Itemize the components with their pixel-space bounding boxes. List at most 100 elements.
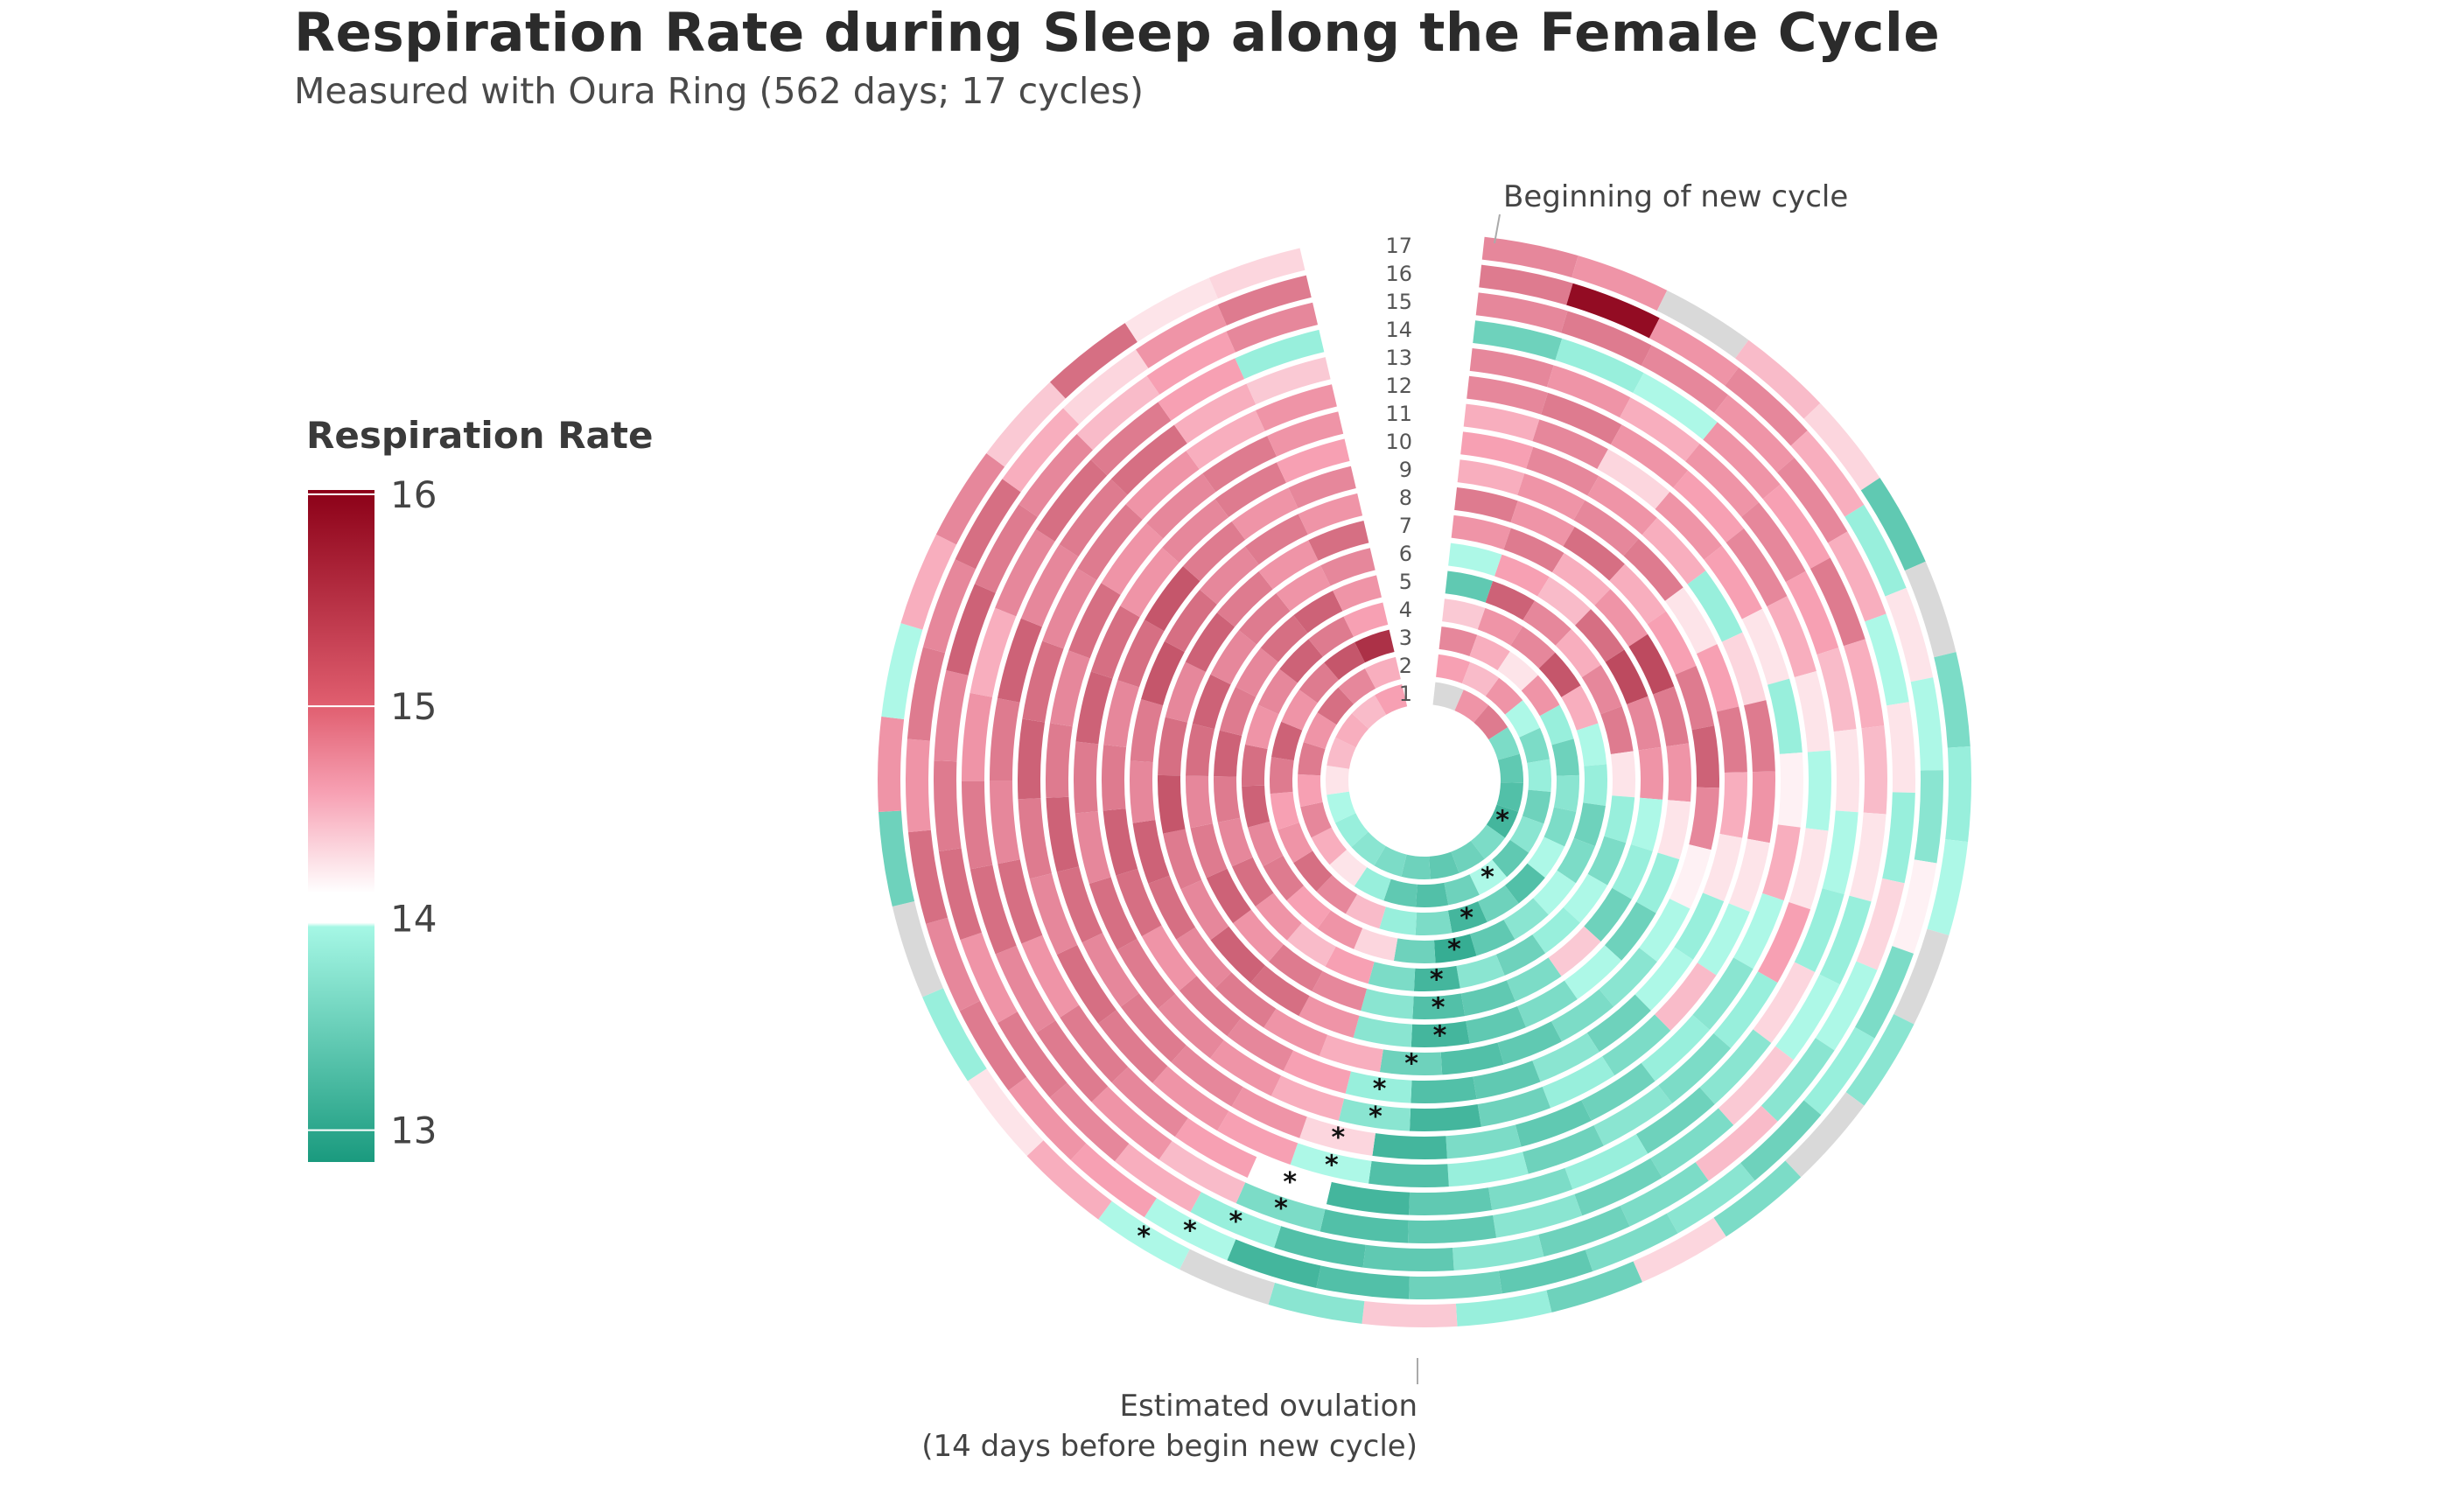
- day-cell: [1116, 938, 1176, 1009]
- day-cell: [1444, 874, 1480, 906]
- day-cell: [1819, 895, 1872, 985]
- day-cell: [997, 618, 1043, 703]
- day-cell: [1110, 424, 1187, 495]
- day-cell: [1299, 1116, 1376, 1156]
- day-cell: [1716, 706, 1747, 774]
- day-cell: [1521, 675, 1560, 717]
- day-cell: [1116, 868, 1162, 937]
- day-cell: [1098, 1010, 1168, 1083]
- day-cell: [1152, 1066, 1229, 1131]
- day-cell: [1345, 893, 1387, 929]
- day-cell: [1077, 504, 1143, 581]
- day-cell: [1076, 375, 1160, 451]
- day-cell: [1162, 499, 1229, 564]
- ovulation-marker: *: [1433, 1021, 1447, 1052]
- day-cell: [1510, 626, 1556, 669]
- day-cell: [1158, 1140, 1246, 1204]
- day-cell: [1560, 311, 1652, 366]
- day-cell: [1650, 1108, 1734, 1178]
- day-cell: [1362, 1244, 1454, 1271]
- day-cell: [1098, 1200, 1190, 1270]
- day-cell: [1270, 757, 1294, 794]
- cycle-label: 6: [1399, 542, 1412, 566]
- day-cell: [1453, 487, 1518, 523]
- day-cell: [1217, 1110, 1298, 1165]
- day-cell: [1046, 796, 1080, 872]
- day-cell: [1510, 500, 1575, 547]
- day-cell: [1158, 993, 1225, 1059]
- day-cell: [1753, 962, 1816, 1044]
- day-cell: [1555, 629, 1601, 678]
- day-cell: [1415, 910, 1452, 935]
- day-cell: [1130, 699, 1164, 763]
- day-cell: [1316, 1265, 1410, 1299]
- day-cell: [1861, 725, 1887, 815]
- day-cell: [1353, 1015, 1413, 1047]
- day-cell: [1379, 1049, 1443, 1075]
- day-cell: [1910, 677, 1943, 771]
- day-cell: [1334, 812, 1369, 848]
- day-cell: [1049, 1082, 1130, 1162]
- day-cell: [1741, 608, 1790, 685]
- day-cell: [926, 917, 981, 1012]
- day-cell: [1762, 484, 1830, 569]
- day-cell: [1415, 882, 1449, 907]
- day-cell: [1634, 947, 1693, 1012]
- day-cell: [1354, 866, 1392, 901]
- day-cell: [1561, 685, 1599, 732]
- day-cell: [907, 830, 948, 924]
- ovulation-marker: *: [1331, 1123, 1345, 1153]
- day-cell: [1326, 737, 1356, 770]
- day-cell: [1338, 1098, 1411, 1131]
- day-cell: [1517, 473, 1586, 521]
- day-cell: [1522, 600, 1572, 646]
- day-cell: [1130, 760, 1156, 823]
- day-cell: [970, 607, 1017, 697]
- ovulation-marker: *: [1432, 993, 1446, 1024]
- day-cell: [1767, 596, 1816, 678]
- day-cell: [1035, 459, 1108, 542]
- day-cell: [1527, 759, 1551, 792]
- day-cell: [1409, 1187, 1493, 1215]
- day-cell: [1885, 587, 1934, 682]
- day-cell: [1610, 751, 1635, 798]
- day-cell: [1209, 1040, 1282, 1096]
- day-cell: [1504, 863, 1545, 904]
- ovulation-marker: *: [1480, 863, 1494, 893]
- day-cell: [1555, 338, 1644, 394]
- day-cell: [1470, 824, 1506, 859]
- day-cell: [1244, 514, 1309, 565]
- day-cell: [1473, 1060, 1541, 1100]
- day-cell: [1231, 857, 1274, 906]
- day-cell: [1452, 1234, 1544, 1270]
- day-cell: [1844, 504, 1907, 597]
- day-cell: [1255, 892, 1303, 941]
- day-cell: [1210, 926, 1266, 984]
- day-cell: [1231, 487, 1298, 540]
- day-cell: [1374, 845, 1408, 877]
- day-cell: [1383, 878, 1418, 907]
- day-cell: [1666, 1163, 1755, 1234]
- day-cell: [1746, 771, 1775, 844]
- day-cell: [1597, 449, 1670, 509]
- day-cell: [1274, 1226, 1367, 1268]
- day-cell: [1375, 683, 1408, 716]
- day-cell: [1214, 730, 1242, 777]
- day-cell: [1816, 648, 1857, 732]
- day-cell: [1658, 1032, 1732, 1103]
- day-cell: [1675, 665, 1715, 731]
- legend-tick-label: 16: [390, 473, 437, 516]
- day-cell: [1473, 320, 1563, 360]
- day-cell: [1687, 570, 1743, 642]
- day-cell: [1810, 557, 1866, 647]
- cycle-ring-6: [1186, 542, 1663, 1019]
- day-cell: [1573, 500, 1639, 556]
- day-cell: [1522, 789, 1551, 824]
- day-cell: [1653, 686, 1690, 747]
- day-cell: [1469, 634, 1510, 671]
- day-cell: [1849, 812, 1886, 902]
- day-cell: [1401, 854, 1431, 879]
- day-cell: [1214, 776, 1241, 822]
- day-cell: [1206, 868, 1252, 924]
- cycle-rings: [877, 236, 1971, 1327]
